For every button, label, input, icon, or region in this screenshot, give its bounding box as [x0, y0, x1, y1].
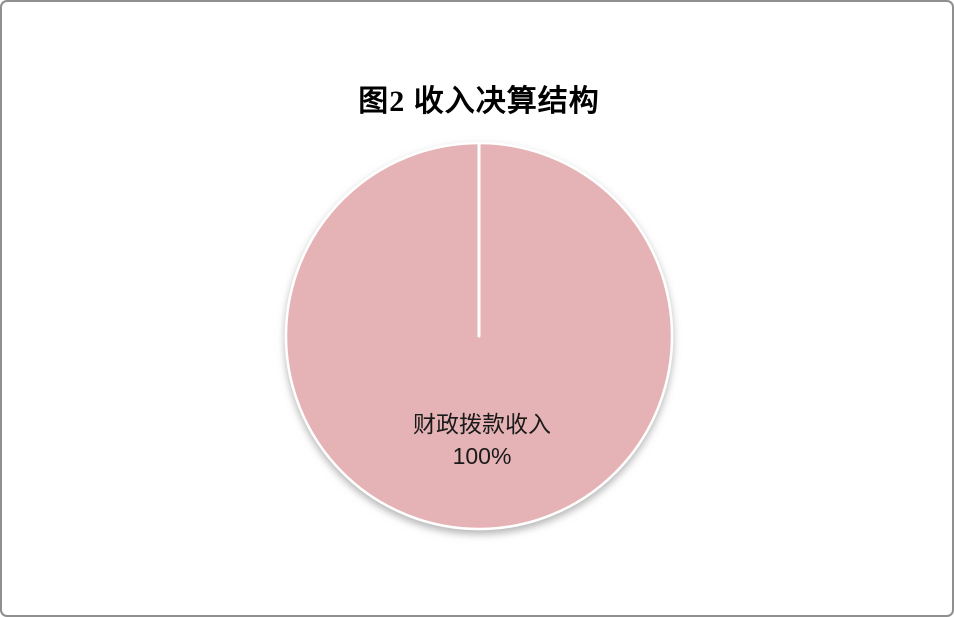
chart-title: 图2 收入决算结构	[358, 85, 600, 118]
pie-label-percentage: 100%	[453, 443, 512, 469]
pie-label-category: 财政拨款收入	[413, 411, 551, 437]
